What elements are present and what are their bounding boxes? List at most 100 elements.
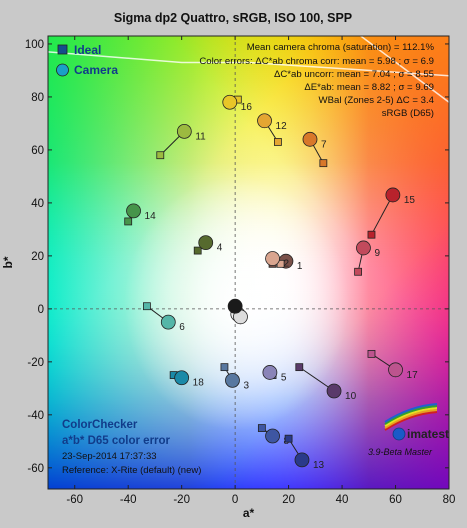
camera-marker [385,187,401,203]
logo-wordmark: imatest [407,427,449,441]
legend-label: Ideal [74,43,101,57]
camera-marker [225,372,240,388]
ideal-marker [284,434,293,443]
ideal-marker [143,302,151,311]
ideal-marker [319,159,328,168]
plot-background [48,36,449,489]
patch-marks: 123456789101112131415161718 [124,94,418,471]
camera-marker [265,251,280,266]
camera-marker [222,94,238,110]
caption-colorchecker: ColorChecker [62,419,138,431]
patch-3: 3 [220,363,249,391]
x-axis-label: a* [243,506,255,520]
error-line [371,194,394,235]
patch-number-label: 6 [179,322,185,333]
y-tick-label: -60 [27,463,44,475]
x-tick-label: 20 [282,494,295,506]
ideal-marker [295,363,304,372]
info-block: Mean camera chroma (saturation) = 112.1%… [199,42,434,119]
logo-stripe [384,405,438,425]
gamut-line-top [48,51,449,77]
camera-marker [174,370,190,386]
ideal-marker [156,151,165,160]
legend-entry-camera: Camera [56,63,118,77]
patch-number-label: 4 [217,243,223,254]
data-marks: 123456789101112131415161718 [124,94,418,471]
plot-border [47,35,450,490]
x-tick-label: 60 [389,494,402,506]
gamut-outline [48,36,449,103]
camera-marker [388,362,403,378]
x-tick-label: 40 [336,494,349,506]
camera-marker [176,123,192,139]
patch-6: 6 [143,302,185,333]
logo-stripe [384,411,438,431]
ideal-marker [124,217,133,226]
info-line-4: ΔE*ab: mean = 8.82 ; σ = 9.69 [304,82,434,93]
legend-square-marker [57,44,68,55]
camera-marker [257,113,272,129]
patch-13: 13 [284,434,325,471]
info-line-1: Mean camera chroma (saturation) = 112.1% [247,42,435,53]
ideal-marker [220,363,229,372]
ideal-marker [257,424,266,432]
patch-16: 16 [222,94,252,113]
camera-marker [227,298,243,314]
ideal-marker [354,267,363,276]
patch-2: 2 [265,251,290,270]
patch-12: 12 [257,113,288,146]
caption-reference: Reference: X-Rite (default) (new) [62,465,201,476]
legend: Ideal Camera [56,43,118,77]
patch-11: 11 [156,123,206,160]
patch-number-label: 14 [145,211,157,222]
camera-marker [294,452,310,468]
patch-number-label: 15 [404,195,416,206]
patch-number-label: 12 [276,121,288,132]
patch-number-label: 2 [284,259,290,270]
caption-timestamp: 23-Sep-2014 17:37:33 [62,451,157,462]
y-axis-label: b* [1,256,15,268]
patch-number-label: 13 [313,460,325,471]
patch-7: 7 [302,131,328,168]
gamut-line-right [360,36,449,103]
legend-label: Camera [74,63,118,77]
patch-number-label: 18 [193,378,205,389]
patch-5: 5 [262,365,287,383]
logo-globe-icon [392,427,406,441]
ideal-marker [367,230,376,239]
logo-stripe [384,407,438,427]
y-tick-label: 80 [31,92,44,104]
x-tick-label: -60 [66,494,83,506]
info-line-2: Color errors: ΔC*ab chroma corr: mean = … [199,56,434,67]
patch-n3 [227,298,243,314]
ideal-marker [274,138,282,146]
camera-marker [302,131,318,147]
chart-title: Sigma dp2 Quattro, sRGB, ISO 100, SPP [114,11,352,25]
logo-stripe [384,403,438,423]
bottom-left-caption: ColorChecker a*b* D65 color error 23-Sep-2… [62,419,201,476]
x-tick-label: -20 [173,494,190,506]
patch-number-label: 9 [374,248,380,259]
y-tick-label: -20 [27,357,44,369]
plot-bg-center-glow [48,36,449,489]
x-tick-label: 0 [232,494,238,506]
patch-10: 10 [295,363,357,402]
camera-marker [356,240,371,256]
patch-17: 17 [367,349,418,381]
camera-marker [126,203,141,219]
patch-9: 9 [354,240,380,276]
legend-circle-marker [56,63,69,77]
patch-18: 18 [169,370,205,389]
patch-number-label: 5 [281,372,287,383]
caption-subtitle: a*b* D65 color error [62,435,171,447]
axes: -60 -40 -20 0 20 40 60 80 -60 -40 -20 0 20 40 60 80 100 a… [1,35,456,520]
patch-14: 14 [124,203,157,226]
logo-version: 3.9-Beta Master [368,447,433,457]
y-tick-label: 20 [31,251,44,263]
y-tick-label: 60 [31,145,44,157]
camera-marker [198,235,214,251]
x-tick-label: 80 [443,494,456,506]
camera-marker [160,314,176,330]
imatest-logo: imatest 3.9-Beta Master [368,403,449,457]
